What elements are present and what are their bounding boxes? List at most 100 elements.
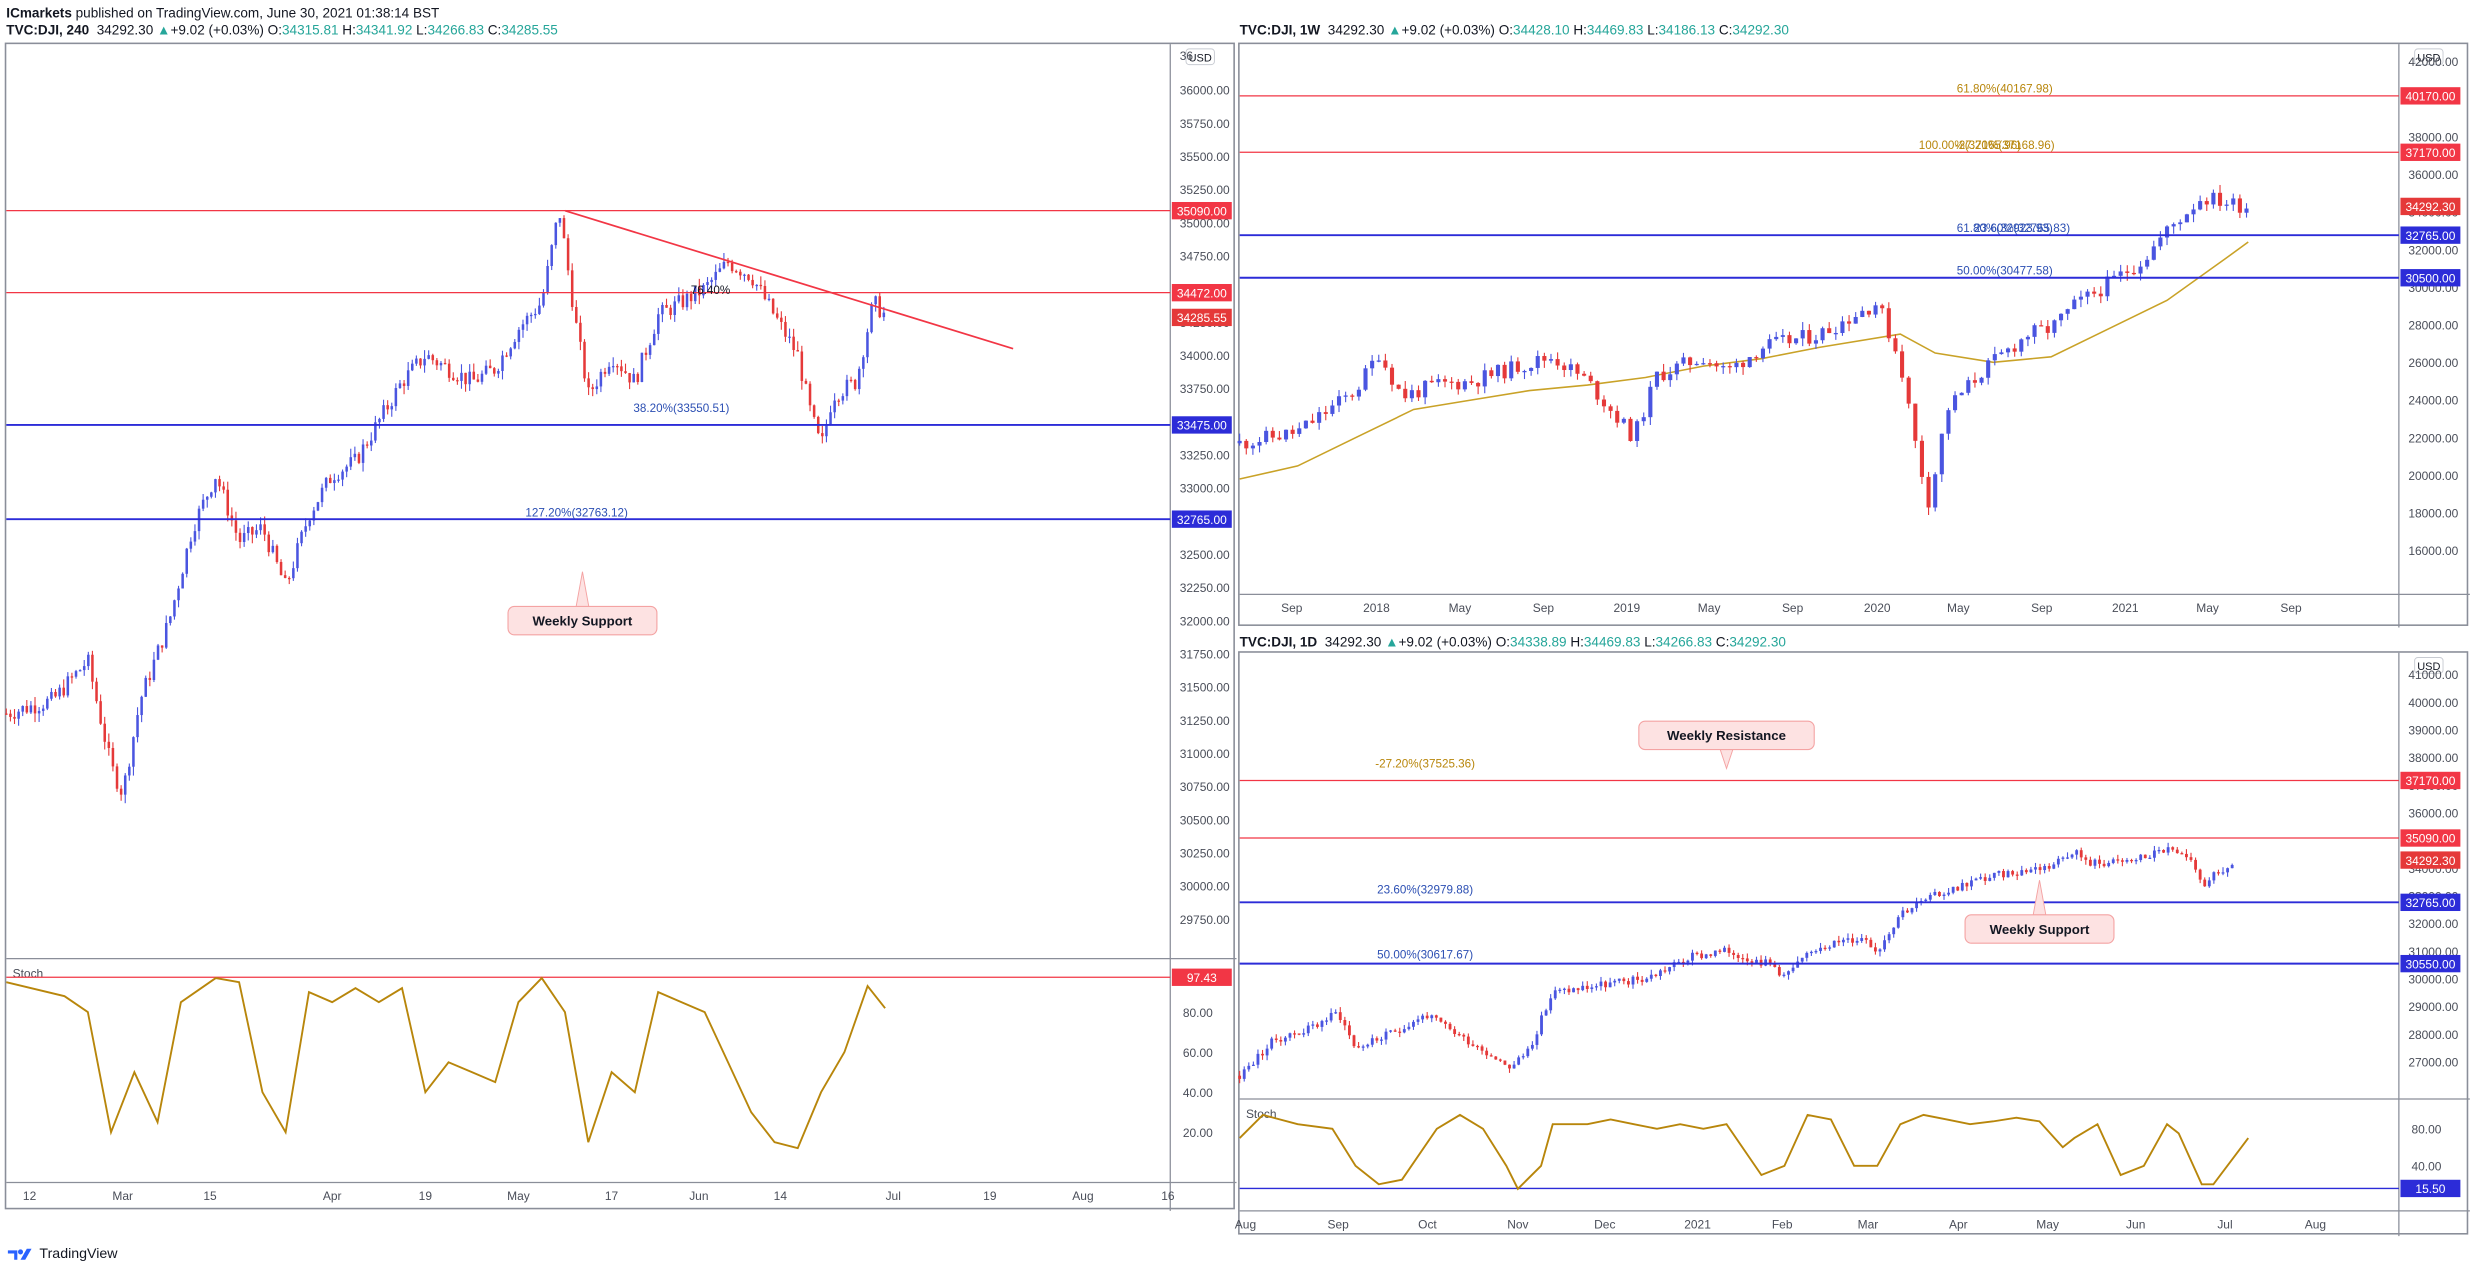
candle-body — [1939, 433, 1944, 475]
h4-chart-pane[interactable]: USD 36000.00 35750.00 35500.00 35250.00 35000… — [4, 42, 1237, 1211]
candle-body — [1933, 474, 1938, 508]
publisher-name[interactable]: ICmarkets — [6, 4, 72, 21]
candle-body — [1325, 1020, 1328, 1022]
candle-body — [1535, 356, 1540, 368]
stoch-line — [6, 976, 886, 1150]
candle-body — [2224, 204, 2229, 206]
price-tick-label: 27000.00 — [2408, 1056, 2458, 1070]
d1-chart-pane[interactable]: USD41000.0040000.0039000.0038000.0037000… — [1235, 651, 2470, 1237]
support-level-tag-bg — [2400, 269, 2461, 287]
candle-body — [1974, 878, 1978, 881]
candle-body — [447, 363, 451, 378]
candle-body — [1247, 1065, 1251, 1070]
stoch-tick-label: 60.00 — [1183, 1046, 1213, 1060]
candle-body — [2226, 868, 2230, 873]
candle-body — [1972, 380, 1977, 383]
last-price-tag: 34285.55 — [1177, 311, 1227, 325]
candle-body — [2211, 192, 2216, 205]
candle-body — [148, 677, 152, 680]
candle-body — [1429, 380, 1434, 383]
candle-body — [1361, 1046, 1365, 1048]
candle-body — [1553, 990, 1557, 999]
candle-body — [751, 279, 754, 286]
candle-body — [853, 379, 857, 390]
candle-body — [1370, 360, 1375, 369]
candle-body — [21, 706, 24, 712]
candle-body — [501, 355, 504, 371]
currency-label: USD — [2417, 661, 2440, 673]
price-tick-label: 31750.00 — [1180, 648, 1230, 662]
candle-body — [1855, 940, 1859, 943]
price-tick-label: 28000.00 — [2408, 1028, 2458, 1042]
candle-body — [1476, 382, 1481, 387]
candle-body — [2244, 208, 2249, 213]
candle-body — [1734, 362, 1739, 368]
d1-chart-svg[interactable]: USD41000.0040000.0039000.0038000.0037000… — [1235, 652, 2470, 1237]
candle-body — [710, 279, 713, 283]
candle-body — [2056, 858, 2060, 865]
tradingview-brand[interactable]: TradingView — [6, 1246, 118, 1261]
candle-body — [378, 418, 381, 423]
candle-body — [1782, 974, 1786, 976]
resistance-level-tag: 35090.00 — [2405, 832, 2455, 846]
currency-badge-bg — [2414, 657, 2444, 674]
w1-chart-pane[interactable]: USD42000.0040000.0038000.0036000.0034000… — [1237, 42, 2470, 628]
candle-body — [1663, 970, 1667, 972]
candle-body — [2024, 870, 2028, 873]
candle-body — [87, 654, 90, 667]
candle-body — [1613, 980, 1617, 983]
candle-body — [345, 466, 348, 472]
candle-body — [1449, 381, 1454, 383]
w1-chart-svg[interactable]: USD42000.0040000.0038000.0036000.0034000… — [1237, 44, 2470, 628]
candle-body — [333, 480, 336, 484]
candle-body — [1780, 335, 1785, 337]
candle-body — [128, 766, 131, 776]
candle-body — [1336, 396, 1342, 406]
candle-body — [382, 405, 385, 419]
price-tick-label: 36 — [1180, 49, 1194, 63]
candle-body — [2034, 867, 2037, 870]
candle-body — [1767, 339, 1772, 349]
candle-body — [242, 533, 246, 543]
candle-body — [62, 687, 65, 696]
candle-body — [714, 271, 717, 280]
price-tick-label: 31500.00 — [1180, 681, 1230, 695]
candle-body — [1485, 1050, 1489, 1056]
candle-body — [1654, 371, 1660, 387]
candle-body — [1807, 330, 1812, 344]
candle-body — [1585, 985, 1589, 989]
candle-body — [1425, 1015, 1429, 1019]
candle-body — [1892, 927, 1896, 935]
candle-body — [1439, 1017, 1443, 1022]
candle-body — [1416, 1019, 1420, 1022]
candle-body — [1274, 1038, 1278, 1040]
candle-body — [415, 358, 418, 364]
candle-body — [1841, 939, 1845, 943]
last-price-tag-bg — [2400, 851, 2461, 869]
candle-body — [1482, 370, 1487, 387]
d1-low: 34266.83 — [1655, 633, 1713, 650]
candle-body — [1542, 356, 1547, 361]
candle-body — [136, 715, 139, 738]
candle-body — [800, 351, 804, 381]
candle-body — [1951, 886, 1955, 893]
candle-body — [2189, 857, 2193, 860]
candle-body — [1495, 364, 1501, 377]
candle-body — [1828, 947, 1832, 949]
candle-body — [1352, 1035, 1356, 1047]
candle-body — [599, 371, 603, 387]
candle-body — [1237, 440, 1242, 444]
candle-body — [788, 336, 791, 338]
currency-badge-bg — [2414, 48, 2444, 66]
callout-text: Weekly Resistance — [1667, 728, 1786, 743]
fib-level-label: -27.20%(37168.96) — [1955, 139, 2055, 152]
candle-body — [648, 345, 652, 355]
w1-low: 34186.13 — [1658, 22, 1716, 38]
h4-chart-svg[interactable]: USD 36000.00 35750.00 35500.00 35250.00 35000… — [5, 44, 1237, 1211]
candle-body — [677, 295, 681, 302]
candle-body — [784, 321, 787, 337]
candle-body — [2171, 224, 2176, 227]
candle-body — [1631, 976, 1635, 985]
time-tick-label: Aug — [1072, 1189, 1093, 1203]
candle-body — [1736, 954, 1740, 958]
